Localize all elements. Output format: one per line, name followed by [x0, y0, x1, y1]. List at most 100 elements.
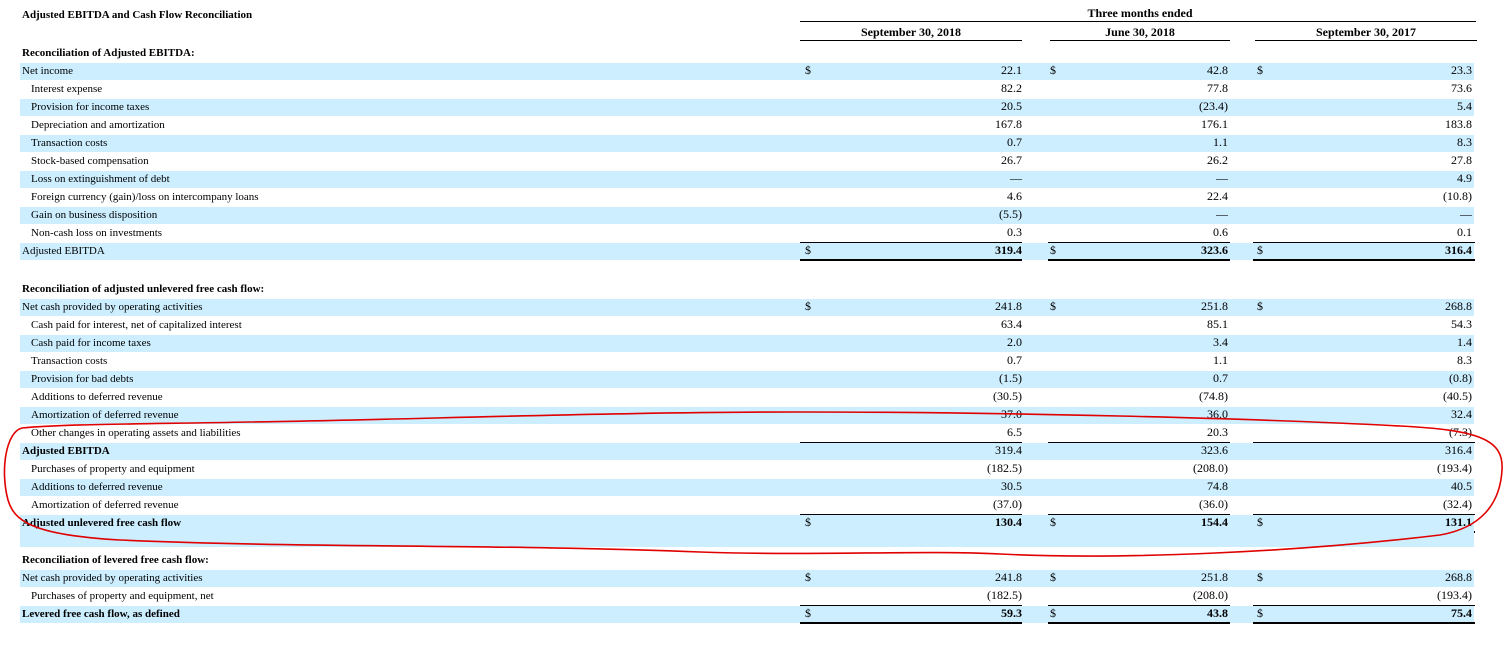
row-value: 75.4 — [1451, 606, 1472, 620]
currency-symbol: $ — [1050, 243, 1056, 257]
row-value: (208.0) — [1193, 461, 1228, 475]
row-shading — [20, 207, 1474, 224]
row-value: — — [1216, 171, 1228, 185]
row-value: (74.8) — [1199, 389, 1228, 403]
row-shading — [20, 299, 1474, 316]
row-shading — [20, 135, 1474, 152]
row-value: 59.3 — [1001, 606, 1022, 620]
row-value: 8.3 — [1457, 353, 1472, 367]
currency-symbol: $ — [1050, 299, 1056, 313]
table-row: Cash paid for interest, net of capitaliz… — [0, 317, 1506, 335]
table-row: Amortization of deferred revenue 37.0 36.0… — [0, 407, 1506, 425]
table-row: Stock-based compensation 26.7 26.2 27.8 — [0, 153, 1506, 171]
row-label: Adjusted EBITDA — [22, 245, 105, 257]
row-value: 323.6 — [1201, 243, 1228, 257]
row-value: 2.0 — [1007, 335, 1022, 349]
row-label: Transaction costs — [31, 137, 108, 149]
table-row: Other changes in operating assets and li… — [0, 425, 1506, 443]
row-value: (5.5) — [999, 207, 1022, 221]
column-header-underline-1 — [800, 40, 1022, 41]
row-value: — — [1010, 171, 1022, 185]
row-label: Purchases of property and equipment, net — [31, 590, 214, 602]
row-value: (36.0) — [1199, 497, 1228, 511]
table-row: Transaction costs 0.7 1.1 8.3 — [0, 353, 1506, 371]
row-value: 0.6 — [1213, 225, 1228, 239]
total-double-rule — [800, 622, 1022, 624]
total-double-rule — [800, 259, 1022, 261]
section-heading: Reconciliation of levered free cash flow… — [22, 554, 209, 566]
row-value: (37.0) — [993, 497, 1022, 511]
row-value: 176.1 — [1201, 117, 1228, 131]
subtotal-rule — [800, 242, 1022, 243]
row-value: — — [1460, 207, 1472, 221]
row-shading — [20, 371, 1474, 388]
table-row: Additions to deferred revenue (30.5) (74.8… — [0, 389, 1506, 407]
row-label: Additions to deferred revenue — [31, 391, 163, 403]
table-row: Net income $22.1 $42.8 $23.3 — [0, 63, 1506, 81]
row-label: Adjusted EBITDA — [22, 445, 110, 457]
currency-symbol: $ — [1257, 606, 1263, 620]
table-row: Loss on extinguishment of debt — — 4.9 — [0, 171, 1506, 189]
row-value: 183.8 — [1445, 117, 1472, 131]
row-value: 1.4 — [1457, 335, 1472, 349]
row-label: Purchases of property and equipment — [31, 463, 195, 475]
row-label: Depreciation and amortization — [31, 119, 165, 131]
row-value: 85.1 — [1207, 317, 1228, 331]
table-row: Net cash provided by operating activitie… — [0, 570, 1506, 588]
total-double-rule — [1253, 622, 1475, 624]
currency-symbol: $ — [1050, 63, 1056, 77]
row-value: 22.1 — [1001, 63, 1022, 77]
table-row: Depreciation and amortization 167.8 176.1 1… — [0, 117, 1506, 135]
row-value: 32.4 — [1451, 407, 1472, 421]
row-value: 319.4 — [995, 243, 1022, 257]
row-value: — — [1216, 207, 1228, 221]
row-label: Provision for income taxes — [31, 101, 150, 113]
row-value: 316.4 — [1445, 243, 1472, 257]
subtotal-rule — [800, 605, 1022, 606]
row-label: Interest expense — [31, 83, 103, 95]
row-value: (182.5) — [987, 588, 1022, 602]
total-double-rule — [1253, 259, 1475, 261]
currency-symbol: $ — [805, 299, 811, 313]
row-value: (1.5) — [999, 371, 1022, 385]
total-double-rule — [1048, 259, 1230, 261]
row-value: 42.8 — [1207, 63, 1228, 77]
currency-symbol: $ — [1257, 63, 1263, 77]
row-value: 20.5 — [1001, 99, 1022, 113]
row-value: 36.0 — [1207, 407, 1228, 421]
row-value: (193.4) — [1437, 461, 1472, 475]
row-value: (30.5) — [993, 389, 1022, 403]
row-label: Stock-based compensation — [31, 155, 149, 167]
table-row: Provision for income taxes 20.5 (23.4) 5.4 — [0, 99, 1506, 117]
subtotal-rule — [1048, 605, 1230, 606]
column-header-jun-2018: June 30, 2018 — [1105, 25, 1175, 39]
row-label: Cash paid for income taxes — [31, 337, 151, 349]
row-value: 1.1 — [1213, 353, 1228, 367]
subtotal-rule — [1048, 242, 1230, 243]
row-label: Transaction costs — [31, 355, 108, 367]
row-shading — [20, 529, 1474, 547]
row-shading — [20, 99, 1474, 116]
row-shading — [20, 606, 1474, 623]
column-header-underline-3 — [1255, 40, 1477, 41]
row-value: 26.7 — [1001, 153, 1022, 167]
row-label: Amortization of deferred revenue — [31, 499, 179, 511]
section-heading: Reconciliation of adjusted unlevered fre… — [22, 283, 265, 295]
row-label: Net cash provided by operating activitie… — [22, 301, 203, 313]
row-label: Gain on business disposition — [31, 209, 158, 221]
subtotal-rule — [1048, 442, 1230, 443]
subtotal-rule — [800, 442, 1022, 443]
row-value: 241.8 — [995, 299, 1022, 313]
currency-symbol: $ — [1050, 570, 1056, 584]
row-value: 319.4 — [995, 443, 1022, 457]
table-row: Foreign currency (gain)/loss on intercom… — [0, 189, 1506, 207]
table-row: Interest expense 82.2 77.8 73.6 — [0, 81, 1506, 99]
row-value: 23.3 — [1451, 63, 1472, 77]
row-value: 0.7 — [1213, 371, 1228, 385]
column-header-sep-2017: September 30, 2017 — [1315, 25, 1417, 39]
row-value: (40.5) — [1443, 389, 1472, 403]
row-value: (208.0) — [1193, 588, 1228, 602]
column-header-sep-2018: September 30, 2018 — [860, 25, 962, 39]
row-label: Net income — [22, 65, 74, 77]
table-row: Transaction costs 0.7 1.1 8.3 — [0, 135, 1506, 153]
